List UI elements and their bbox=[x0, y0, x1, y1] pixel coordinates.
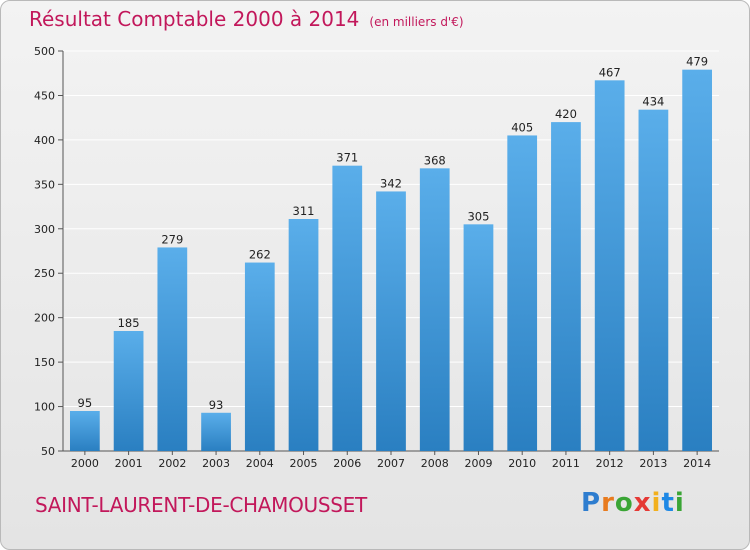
value-label: 185 bbox=[118, 316, 140, 330]
x-tick-label: 2005 bbox=[290, 457, 318, 470]
logo-letter: P bbox=[581, 488, 602, 518]
x-tick-label: 2000 bbox=[71, 457, 99, 470]
x-tick-label: 2004 bbox=[246, 457, 274, 470]
value-label: 262 bbox=[249, 248, 271, 262]
x-tick-label: 2012 bbox=[596, 457, 624, 470]
x-tick-label: 2013 bbox=[639, 457, 667, 470]
bar-2014 bbox=[682, 69, 713, 452]
bars bbox=[69, 69, 713, 452]
y-tick-label: 50 bbox=[41, 445, 55, 458]
y-tick-label: 300 bbox=[34, 223, 55, 236]
bar-2013 bbox=[638, 109, 669, 452]
logo-letter: r bbox=[601, 488, 615, 518]
x-tick-label: 2014 bbox=[683, 457, 711, 470]
x-tick-labels: 2000 2001 2002 2003 2004 2005 2006 2007 2008 2009… bbox=[71, 451, 711, 470]
y-tick-label: 250 bbox=[34, 267, 55, 280]
value-label: 95 bbox=[78, 396, 93, 410]
y-tick-label: 200 bbox=[34, 312, 55, 325]
x-tick-label: 2010 bbox=[508, 457, 536, 470]
logo-letter: t bbox=[661, 488, 675, 518]
bar-2001 bbox=[113, 331, 144, 451]
y-tick-label: 150 bbox=[34, 356, 55, 369]
value-label: 434 bbox=[642, 95, 664, 109]
bar-2002 bbox=[157, 247, 188, 451]
x-tick-label: 2003 bbox=[202, 457, 230, 470]
value-label: 467 bbox=[599, 65, 621, 79]
value-label: 311 bbox=[293, 204, 315, 218]
value-label: 93 bbox=[209, 398, 224, 412]
bar-2012 bbox=[594, 80, 625, 451]
y-tick-label: 100 bbox=[34, 401, 55, 414]
value-label: 368 bbox=[424, 153, 446, 167]
bar-2011 bbox=[551, 122, 581, 451]
bar-2006 bbox=[332, 165, 363, 451]
value-label: 305 bbox=[467, 209, 489, 223]
bar-2008 bbox=[419, 168, 450, 452]
x-tick-label: 2001 bbox=[115, 457, 143, 470]
logo-letter: i bbox=[651, 488, 662, 518]
chart-title: Résultat Comptable 2000 à 2014 (en millie… bbox=[29, 7, 464, 31]
bar-2000 bbox=[69, 411, 100, 451]
chart-title-text: Résultat Comptable 2000 à 2014 bbox=[29, 7, 360, 31]
value-label: 342 bbox=[380, 176, 402, 190]
value-label: 479 bbox=[686, 55, 708, 69]
y-tick-label: 350 bbox=[34, 178, 55, 191]
x-tick-label: 2002 bbox=[158, 457, 186, 470]
bar-2010 bbox=[507, 135, 538, 451]
x-tick-label: 2011 bbox=[552, 457, 580, 470]
y-tick-label: 450 bbox=[34, 89, 55, 102]
proxiti-logo[interactable]: Proxiti bbox=[581, 488, 685, 518]
bar-2005 bbox=[288, 219, 319, 451]
y-tick-label: 500 bbox=[34, 45, 55, 58]
commune-name: SAINT-LAURENT-DE-CHAMOUSSET bbox=[35, 493, 367, 517]
y-tick-labels: 50 100 150 200 250 300 350 400 450 500 bbox=[34, 45, 55, 458]
value-label: 279 bbox=[161, 232, 183, 246]
bar-2003 bbox=[201, 412, 231, 451]
value-labels: 95 185 279 93 262 311 371 342 368 305 405 420 467 434… bbox=[78, 55, 709, 412]
x-tick-label: 2008 bbox=[421, 457, 449, 470]
y-tick-label: 400 bbox=[34, 134, 55, 147]
bar-2009 bbox=[463, 224, 494, 451]
logo-letter: i bbox=[674, 488, 685, 518]
value-label: 371 bbox=[336, 151, 358, 165]
x-tick-label: 2009 bbox=[464, 457, 492, 470]
x-tick-label: 2006 bbox=[333, 457, 361, 470]
bar-2007 bbox=[376, 191, 406, 451]
chart-unit: (en milliers d'€) bbox=[369, 15, 464, 29]
bar-2004 bbox=[244, 262, 275, 451]
value-label: 420 bbox=[555, 107, 577, 121]
x-tick-label: 2007 bbox=[377, 457, 405, 470]
logo-letter: x bbox=[633, 488, 652, 518]
logo-letter: o bbox=[614, 488, 634, 518]
value-label: 405 bbox=[511, 120, 533, 134]
